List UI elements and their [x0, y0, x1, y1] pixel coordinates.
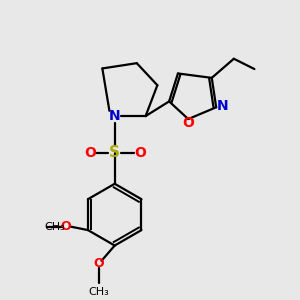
Text: N: N	[217, 99, 229, 113]
Text: CH₃: CH₃	[88, 287, 109, 297]
Text: O: O	[61, 220, 71, 233]
Text: N: N	[109, 109, 121, 123]
Text: O: O	[84, 146, 96, 160]
Text: CH₃: CH₃	[44, 222, 65, 232]
Text: O: O	[182, 116, 194, 130]
Text: S: S	[109, 146, 120, 160]
Text: O: O	[93, 257, 104, 270]
Text: O: O	[134, 146, 146, 160]
